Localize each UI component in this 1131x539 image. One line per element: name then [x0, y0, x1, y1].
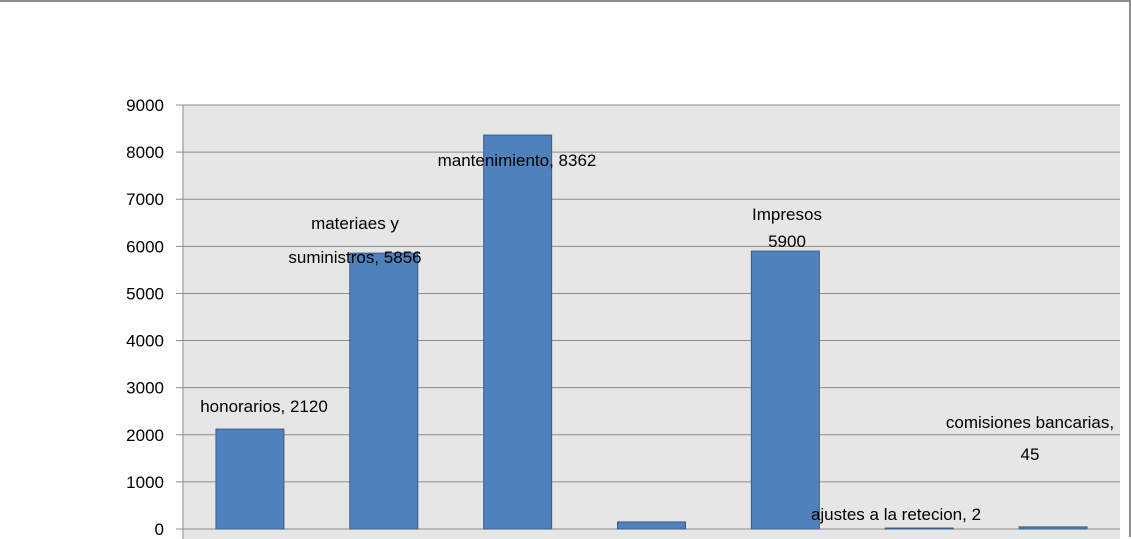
data-label: materiaes y: [311, 214, 399, 233]
y-tick-label: 0: [155, 520, 164, 539]
y-tick-label: 4000: [126, 332, 164, 351]
bars: [215, 134, 1088, 530]
bar: [483, 134, 553, 530]
y-tick-label: 3000: [126, 379, 164, 398]
gridlines: [183, 104, 1120, 530]
y-tick-label: 1000: [126, 473, 164, 492]
data-label: suministros, 5856: [288, 248, 421, 267]
data-label: Impresos: [752, 205, 822, 224]
bar: [1018, 526, 1088, 530]
y-tick-label: 7000: [126, 190, 164, 209]
data-label: 45: [1021, 445, 1040, 464]
data-label: 5900: [768, 232, 806, 251]
bar: [349, 252, 419, 530]
data-label: mantenimiento, 8362: [438, 151, 597, 170]
data-label: ajustes a la retecion, 2: [811, 505, 981, 524]
plot-background: [183, 105, 1120, 539]
data-label: honorarios, 2120: [200, 397, 328, 416]
bar: [750, 250, 820, 530]
y-tick-label: 8000: [126, 143, 164, 162]
data-labels: honorarios, 2120 materiaes y suministros, …: [200, 151, 1114, 524]
plot-area: [183, 105, 1120, 539]
y-tick-label: 9000: [126, 96, 164, 115]
bar: [215, 428, 285, 530]
data-label: comisiones bancarias,: [946, 413, 1114, 432]
bar: [884, 527, 954, 530]
y-tick-label: 2000: [126, 426, 164, 445]
y-tick-label: 5000: [126, 284, 164, 303]
y-axis: 0 1000 2000 3000 4000 5000 6000 7000 8000 9000: [126, 96, 184, 539]
bar: [617, 521, 686, 530]
y-tick-label: 6000: [126, 237, 164, 256]
